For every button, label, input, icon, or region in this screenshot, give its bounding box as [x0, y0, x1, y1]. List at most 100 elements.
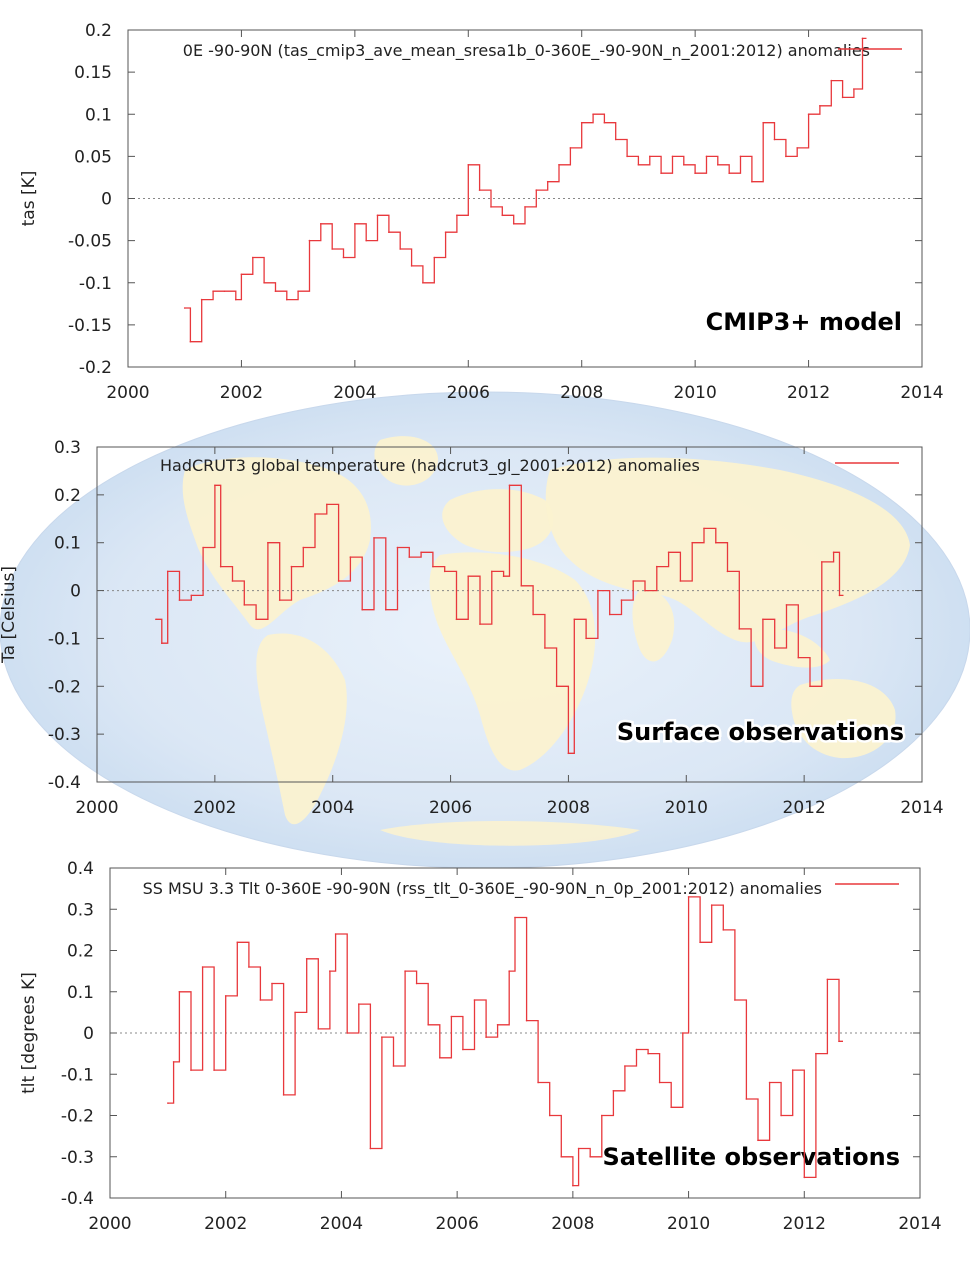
data-point [223, 290, 226, 293]
x-tick-label: 2000 [106, 383, 149, 403]
data-point [456, 214, 458, 217]
data-point [715, 541, 717, 544]
data-point [432, 565, 434, 568]
data-point [592, 113, 594, 115]
data-point [224, 995, 227, 997]
data-point [703, 527, 705, 530]
y-tick-label: -0.2 [61, 1107, 94, 1127]
data-point [190, 1069, 192, 1071]
data-point [853, 88, 855, 90]
data-point [546, 180, 549, 183]
series-line-rss [167, 896, 843, 1187]
data-point [861, 37, 864, 40]
data-point [524, 206, 526, 208]
data-point [479, 623, 481, 625]
data-point [585, 637, 587, 640]
legend-title: SS MSU 3.3 Tlt 0-360E -90-90N (rss_tlt_0… [143, 879, 822, 899]
x-tick-label: 2012 [783, 1214, 826, 1234]
data-point [404, 970, 406, 972]
data-point [819, 105, 821, 107]
data-point [637, 164, 640, 166]
data-point [490, 206, 492, 208]
data-point [705, 155, 708, 158]
panel-corner-label: Surface observations [617, 718, 904, 746]
data-point [838, 594, 841, 597]
data-point [567, 752, 570, 755]
data-point [558, 164, 560, 166]
data-point [670, 1106, 672, 1109]
data-point [501, 214, 504, 217]
data-point [317, 1028, 320, 1030]
legend-title: HadCRUT3 global temperature (hadcrut3_gl… [160, 456, 700, 476]
data-point [838, 1040, 840, 1043]
data-point [841, 96, 844, 99]
data-point [710, 904, 713, 906]
data-point [797, 656, 800, 659]
x-tick-label: 2004 [320, 1214, 363, 1234]
x-tick-label: 2010 [674, 383, 717, 403]
data-point [649, 155, 651, 158]
data-point [255, 618, 257, 621]
data-point [750, 685, 752, 688]
x-tick-label: 2006 [429, 798, 472, 818]
data-point [496, 1024, 499, 1026]
x-tick-label: 2010 [667, 1214, 710, 1234]
data-point [236, 941, 239, 944]
data-point [240, 273, 243, 276]
data-point [178, 599, 181, 601]
y-tick-label: -0.2 [79, 358, 112, 378]
data-point [231, 580, 234, 582]
data-point [365, 239, 368, 242]
cmip3-panel: -0.2 -0.15 -0.1 -0.05 0 0.05 0.1 0.15 0.2 2000 200… [19, 21, 944, 403]
data-point [577, 1147, 580, 1150]
data-point [243, 604, 246, 606]
data-point [201, 966, 204, 968]
data-point [682, 1032, 684, 1034]
x-tick-label: 2006 [447, 383, 490, 403]
y-tick-label: 0.05 [74, 147, 112, 167]
data-point [537, 1081, 539, 1084]
x-tick-label: 2000 [75, 798, 118, 818]
data-point [671, 155, 674, 158]
data-point [263, 282, 265, 284]
data-point [532, 613, 534, 616]
y-tick-label: 0.4 [67, 859, 94, 879]
data-point [214, 484, 216, 487]
data-point [329, 970, 331, 972]
data-point [734, 999, 736, 1001]
data-point [826, 978, 829, 981]
data-point [212, 290, 214, 293]
data-point [520, 585, 523, 587]
data-point [167, 1102, 169, 1104]
data-point [248, 966, 250, 968]
data-point [455, 618, 458, 621]
y-tick-label: 0.1 [54, 534, 81, 554]
data-point [738, 628, 741, 630]
data-point [694, 172, 696, 174]
data-point [796, 147, 798, 149]
data-point [302, 546, 305, 549]
data-point [189, 340, 192, 343]
y-tick-label: 0.2 [67, 942, 94, 962]
data-point [420, 551, 422, 554]
data-point [444, 231, 447, 233]
data-point [305, 958, 308, 960]
data-point [555, 685, 558, 688]
data-point [408, 556, 411, 558]
y-tick-label: 0.15 [74, 63, 112, 83]
data-point [399, 248, 402, 250]
data-point [656, 565, 658, 568]
y-tick-label: 0.1 [85, 105, 112, 125]
data-point [572, 1184, 574, 1187]
x-tick-label: 2014 [900, 798, 943, 818]
data-point [535, 189, 538, 191]
data-point [183, 307, 186, 309]
data-point [415, 982, 418, 985]
data-point [525, 1019, 528, 1022]
y-tick-label: -0.2 [48, 677, 81, 697]
x-tick-label: 2008 [560, 383, 603, 403]
data-point [342, 256, 345, 259]
plot-frame [96, 446, 923, 783]
data-point [219, 565, 222, 568]
data-point [612, 1090, 615, 1092]
